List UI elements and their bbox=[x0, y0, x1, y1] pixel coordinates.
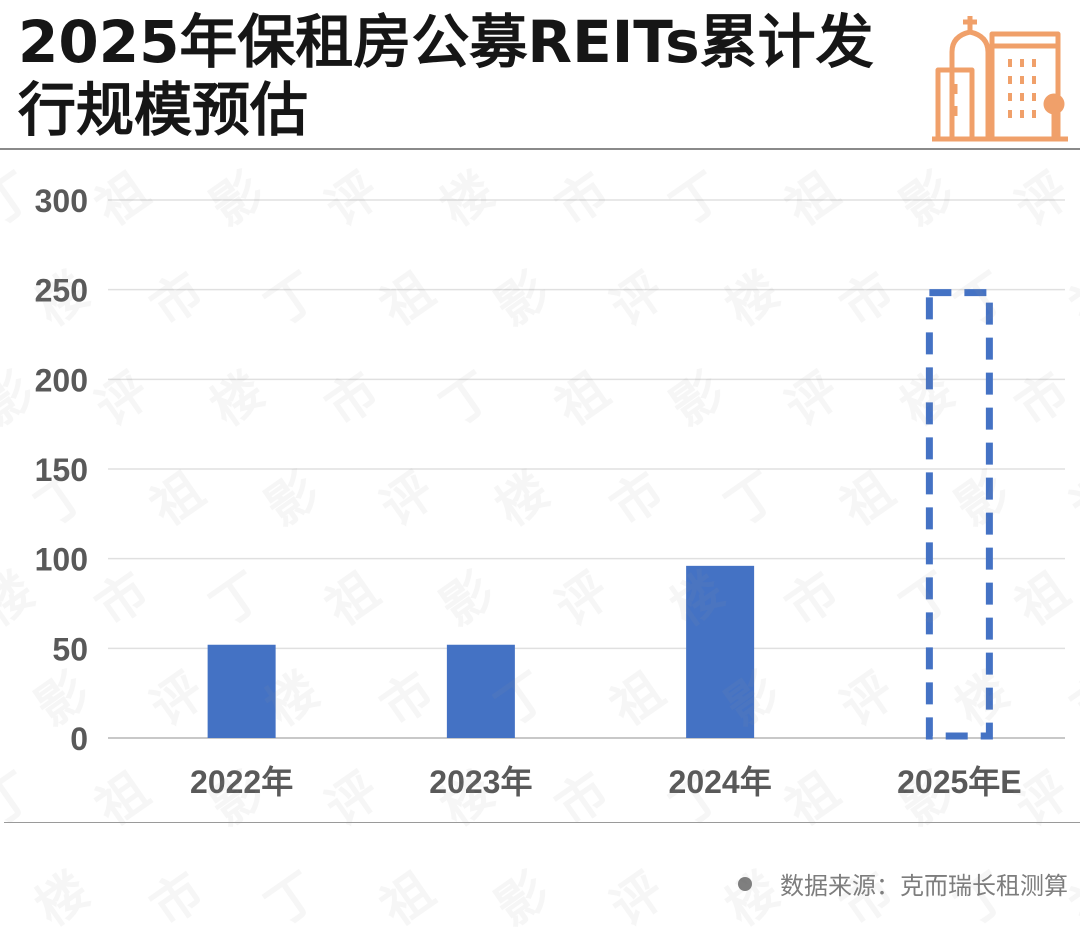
watermark-glyph: 祖 bbox=[370, 861, 445, 938]
watermark-glyph: 丁 bbox=[255, 861, 330, 938]
watermark-glyph: 楼 bbox=[25, 861, 100, 938]
watermark-glyph: 影 bbox=[485, 861, 560, 938]
bar-2025E-dashed bbox=[925, 289, 993, 740]
x-tick-label: 2023年 bbox=[429, 764, 532, 800]
x-tick-label: 2022年 bbox=[190, 764, 293, 800]
city-buildings-icon bbox=[932, 16, 1068, 142]
y-tick-label: 100 bbox=[35, 542, 88, 578]
y-tick-label: 200 bbox=[35, 362, 88, 398]
bar-2023年 bbox=[446, 644, 515, 738]
bar-2024年 bbox=[686, 565, 755, 738]
bar-chart: 0 50 100 150 200 250 300 2022年 2023年 2024年 2025年E bbox=[35, 183, 1065, 800]
watermark-glyph: 市 bbox=[140, 861, 215, 938]
page-title: 2025年保租房公募REITs累计发行规模预估 bbox=[18, 8, 874, 144]
y-tick-label: 150 bbox=[35, 452, 88, 488]
y-tick-label: 50 bbox=[52, 631, 88, 667]
data-source: 数据来源：克而瑞长租测算 bbox=[738, 866, 1068, 901]
bar-2022年 bbox=[207, 644, 276, 738]
data-source-text: 数据来源：克而瑞长租测算 bbox=[780, 872, 1068, 900]
title-divider bbox=[0, 148, 1080, 150]
x-tick-label: 2025年E bbox=[897, 764, 1022, 800]
chart-bottom-divider bbox=[4, 822, 1080, 823]
y-tick-label: 0 bbox=[70, 721, 88, 757]
watermark-glyph: 评 bbox=[600, 861, 675, 938]
y-tick-label: 250 bbox=[35, 273, 88, 309]
y-tick-label: 300 bbox=[35, 183, 88, 219]
bullet-dot-icon bbox=[738, 876, 752, 891]
x-tick-label: 2024年 bbox=[669, 764, 772, 800]
